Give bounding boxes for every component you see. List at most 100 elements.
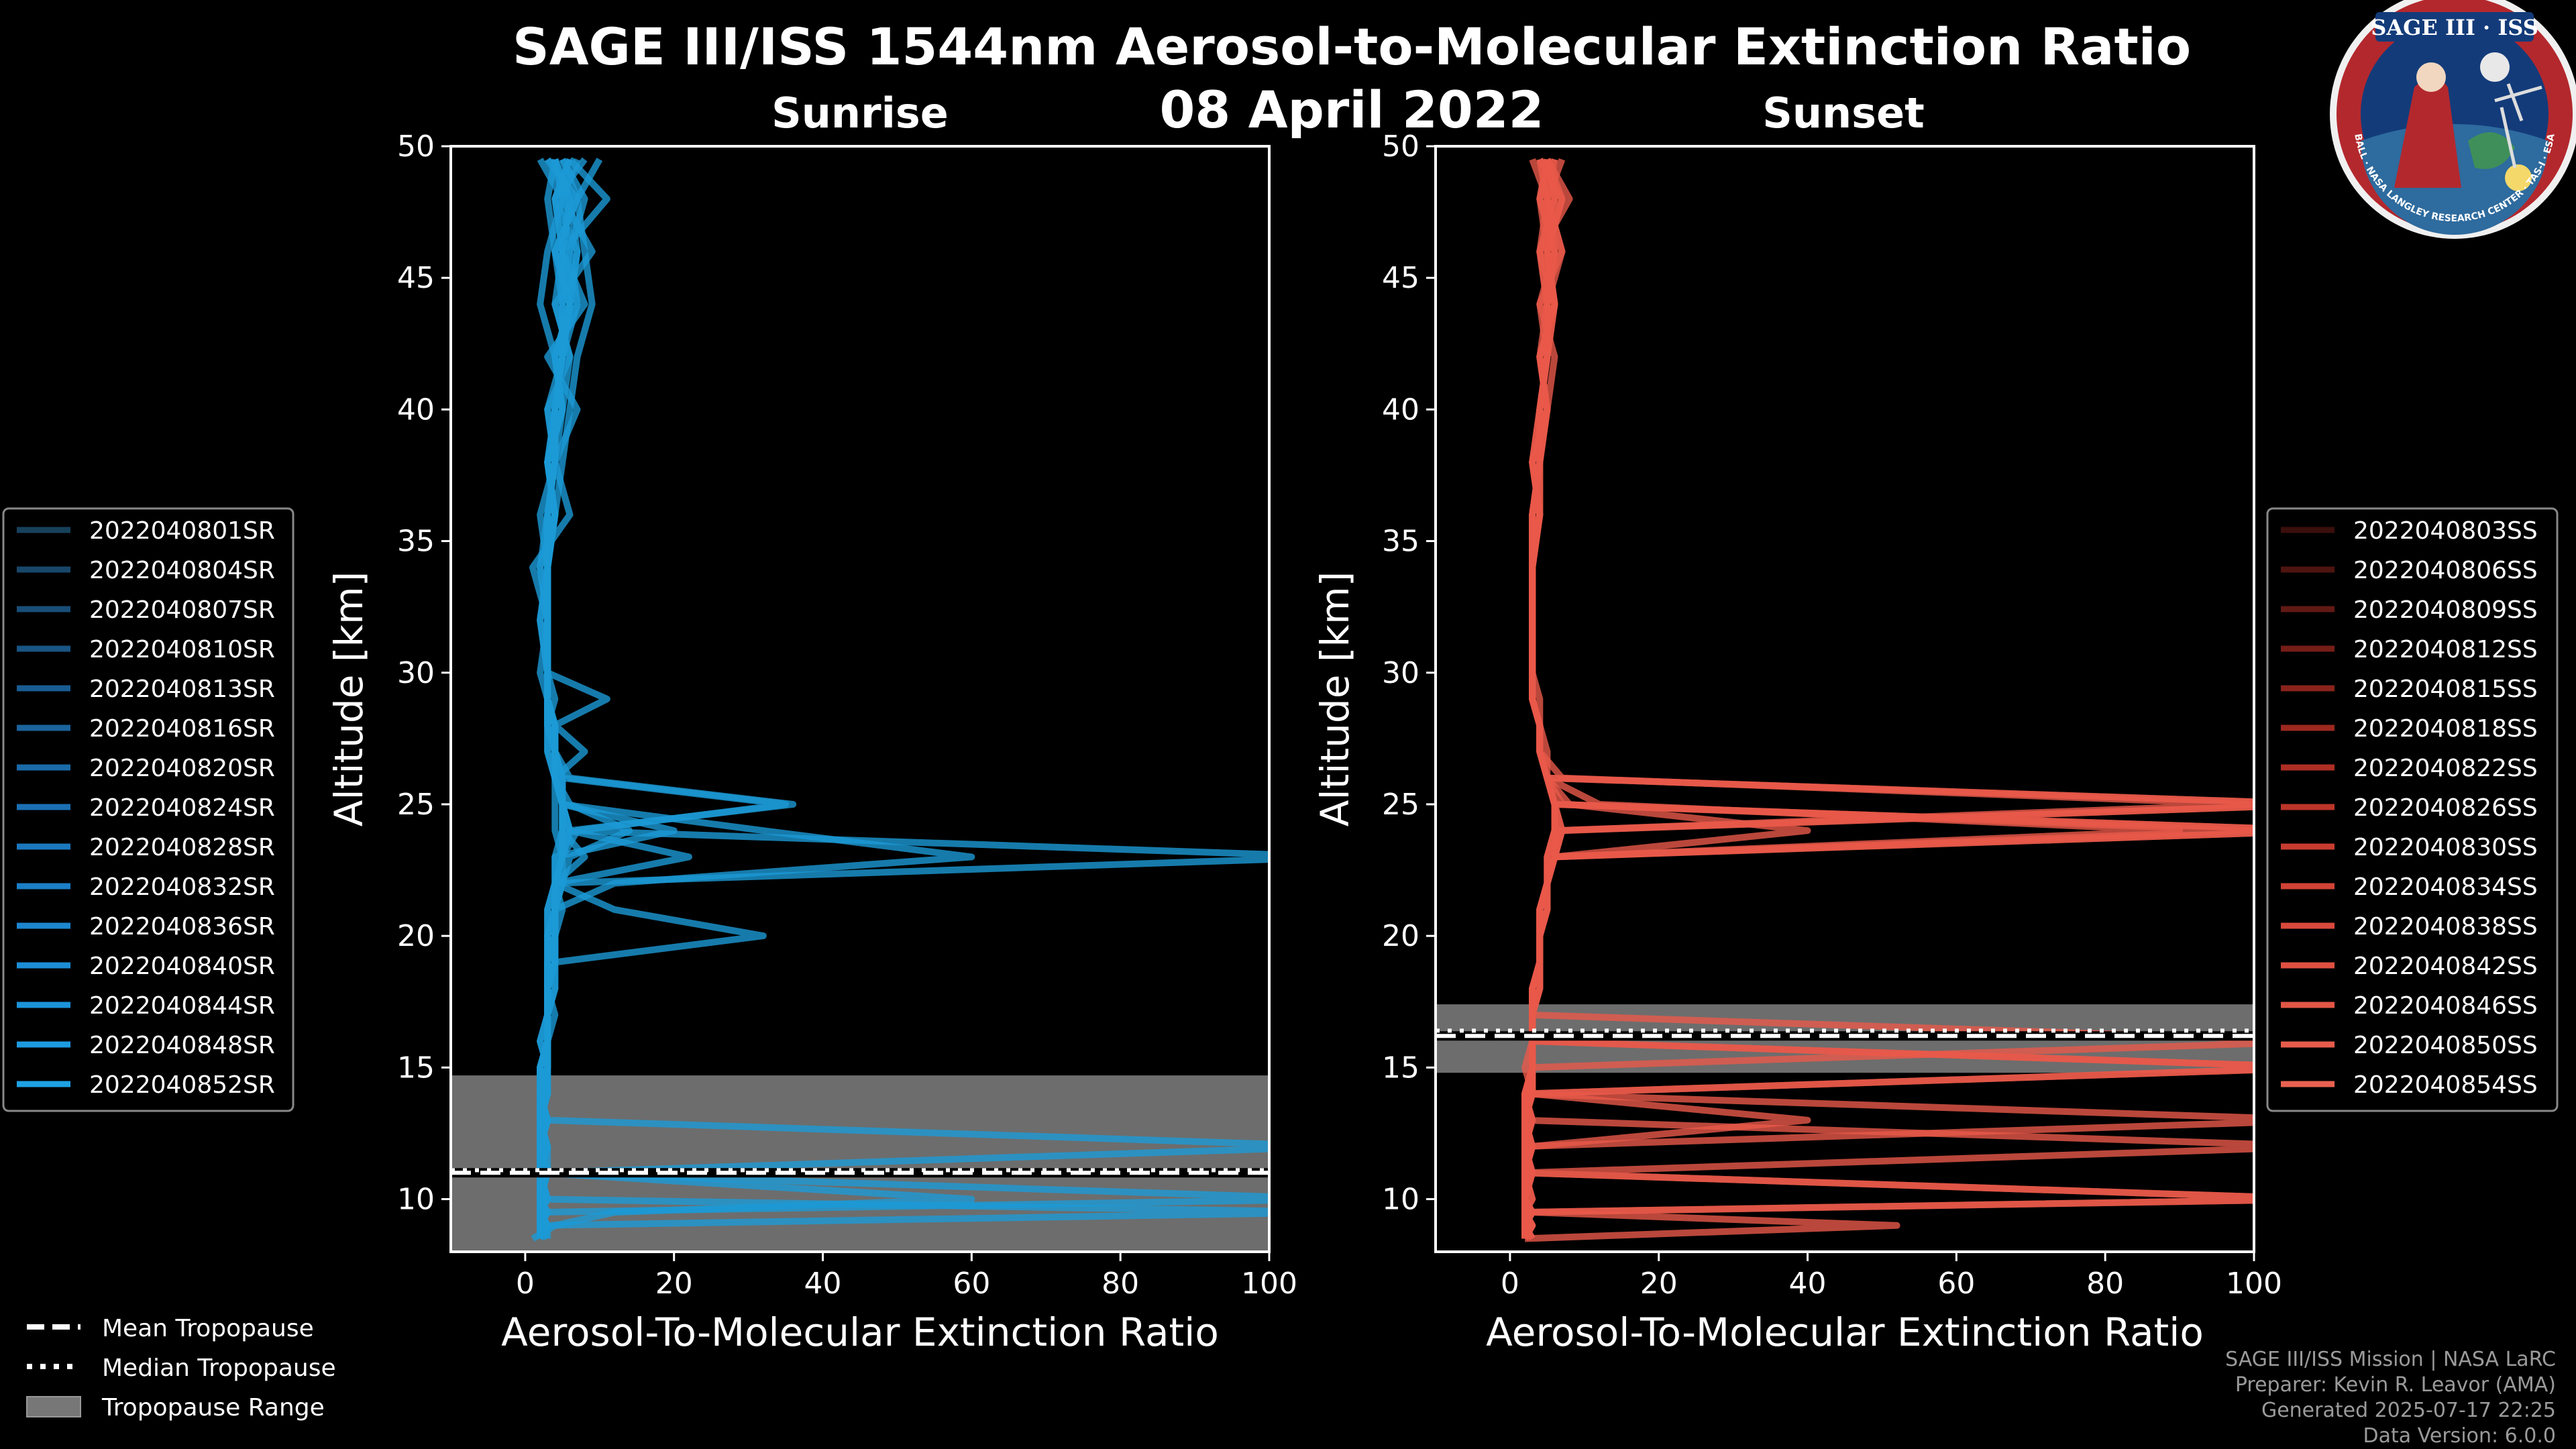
y-tick-label: 10 (397, 1183, 435, 1217)
legend-entry-label: 2022040852SR (89, 1071, 275, 1099)
y-tick-label: 35 (1382, 525, 1419, 559)
legend-entry-label: 2022040818SS (2353, 715, 2538, 743)
legend-entry-label: 2022040834SS (2353, 873, 2538, 901)
y-tick-label: 35 (397, 525, 435, 559)
figure-title: SAGE III/ISS 1544nm Aerosol-to-Molecular… (513, 17, 2191, 76)
footer-preparer: Preparer: Kevin R. Leavor (AMA) (2235, 1373, 2556, 1397)
legend-entry-label: 2022040828SR (89, 834, 275, 861)
series-line-2022040852SR (537, 157, 1269, 1239)
x-tick-label: 40 (1789, 1267, 1827, 1301)
logo-moon (2480, 52, 2510, 82)
logo-banner (2375, 12, 2534, 42)
y-tick-label: 45 (1382, 261, 1419, 295)
series-line-2022040848SR (537, 158, 1269, 1239)
y-tick-label: 40 (1382, 392, 1419, 427)
legend-entry-label: 2022040803SS (2353, 517, 2538, 545)
logo-wizard (2394, 77, 2461, 188)
y-tick-label: 15 (1382, 1051, 1419, 1085)
legend-entry-label: 2022040838SS (2353, 913, 2538, 941)
y-tick-label: 50 (397, 129, 435, 164)
series-lines (1521, 158, 2254, 1242)
y-tick-label: 25 (397, 788, 435, 822)
x-tick-label: 0 (516, 1267, 535, 1301)
series-line-2022040850SS (1521, 158, 2254, 1239)
x-tick-label: 20 (655, 1267, 693, 1301)
legend-entry-label: 2022040850SS (2353, 1032, 2538, 1059)
logo-sun (2505, 164, 2532, 191)
sunrise-legend: 2022040801SR 2022040804SR 2022040807SR 2022… (2, 507, 294, 1112)
legend-entry-label: 2022040842SS (2353, 953, 2538, 980)
y-tick-label: 30 (1382, 656, 1419, 690)
legend-entry-label: 2022040832SR (89, 873, 275, 901)
logo-continent (2468, 132, 2515, 169)
legend-entry-label: 2022040826SS (2353, 794, 2538, 822)
legend-frame (2, 507, 294, 1112)
y-tick-label: 40 (397, 392, 435, 427)
figure-date: 08 April 2022 (1159, 80, 1544, 140)
legend-entry-label: 2022040844SR (89, 992, 275, 1020)
legend-entry-label: 2022040816SR (89, 715, 275, 743)
y-axis-label: Altitude [km] (1312, 572, 1358, 826)
sunset-panel: Sunset 0 20 40 60 80 100 10 15 20 25 30 35 40 45 50 Aero… (1312, 89, 2282, 1355)
y-tick-label: 30 (397, 656, 435, 690)
legend-entry-label: 2022040824SR (89, 794, 275, 822)
legend-entry-label: 2022040836SR (89, 913, 275, 941)
legend-entry-label: 2022040804SR (89, 557, 275, 584)
x-tick-label: 0 (1501, 1267, 1519, 1301)
legend-entry-label: 2022040830SS (2353, 834, 2538, 861)
legend-entry-label: 2022040812SS (2353, 636, 2538, 663)
footer-generated: Generated 2025-07-17 22:25 (2261, 1399, 2556, 1422)
x-tick-label: 80 (2086, 1267, 2124, 1301)
x-tick-label: 80 (1102, 1267, 1139, 1301)
legend-entry-label: 2022040813SR (89, 676, 275, 703)
x-tick-label: 100 (1241, 1267, 1297, 1301)
legend-entry-label: 2022040840SR (89, 953, 275, 980)
legend-entry-label: 2022040806SS (2353, 557, 2538, 584)
logo-title: SAGE III · ISS (2371, 15, 2538, 40)
tropopause-range-swatch (26, 1396, 81, 1417)
x-axis-label: Aerosol-To-Molecular Extinction Ratio (1486, 1309, 2204, 1355)
panel-subtitle: Sunset (1762, 89, 1925, 138)
legend-entry-label: 2022040815SS (2353, 676, 2538, 703)
axes-frame (1434, 145, 2255, 1253)
panel-subtitle: Sunrise (771, 89, 949, 138)
footer-mission: SAGE III/ISS Mission | NASA LaRC (2225, 1348, 2556, 1371)
legend-entry-label: 2022040809SS (2353, 596, 2538, 624)
sunset-legend: 2022040803SS 2022040806SS 2022040809SS 2022… (2266, 507, 2559, 1112)
x-tick-label: 100 (2226, 1267, 2282, 1301)
x-tick-label: 60 (1937, 1267, 1975, 1301)
series-lines (529, 157, 1269, 1242)
logo-station (2494, 83, 2542, 168)
y-tick-label: 20 (1382, 919, 1419, 953)
legend-frame (2266, 507, 2559, 1112)
legend-entry-label: 2022040820SR (89, 755, 275, 782)
legend-entry-label: 2022040854SS (2353, 1071, 2538, 1099)
y-tick-label: 20 (397, 919, 435, 953)
footer-data-version: Data Version: 6.0.0 (2363, 1424, 2556, 1448)
legend-entry-label: 2022040801SR (89, 517, 275, 545)
x-tick-label: 40 (804, 1267, 842, 1301)
logo-wizard-head (2416, 62, 2446, 92)
legend-entry-label: 2022040848SR (89, 1032, 275, 1059)
median-tropopause-label: Median Tropopause (102, 1354, 336, 1382)
footer-credits: SAGE III/ISS Mission | NASA LaRC Prepare… (2225, 1348, 2556, 1448)
y-tick-label: 45 (397, 261, 435, 295)
y-axis-label: Altitude [km] (326, 572, 372, 826)
tropopause-range-label: Tropopause Range (101, 1394, 325, 1421)
legend-entry-label: 2022040810SR (89, 636, 275, 663)
legend-entry-label: 2022040807SR (89, 596, 275, 624)
sage-logo: SAGE III · ISS BALL · NASA LANGLEY RESEA… (2330, 0, 2576, 239)
legend-entry-label: 2022040822SS (2353, 755, 2538, 782)
legend-entry-label: 2022040846SS (2353, 992, 2538, 1020)
sunrise-panel: Sunrise 0 20 40 60 80 100 10 15 20 25 30 35 40 45 50 Aer… (326, 89, 1297, 1355)
y-tick-label: 15 (397, 1051, 435, 1085)
mean-tropopause-label: Mean Tropopause (102, 1315, 314, 1342)
y-tick-label: 50 (1382, 129, 1419, 164)
tropopause-legend: Mean Tropopause Median Tropopause Tropop… (26, 1315, 336, 1421)
y-tick-label: 10 (1382, 1183, 1419, 1217)
y-tick-label: 25 (1382, 788, 1419, 822)
x-tick-label: 60 (953, 1267, 990, 1301)
series-line-2022040854SS (1521, 158, 2254, 1240)
axes-frame (449, 145, 1271, 1253)
